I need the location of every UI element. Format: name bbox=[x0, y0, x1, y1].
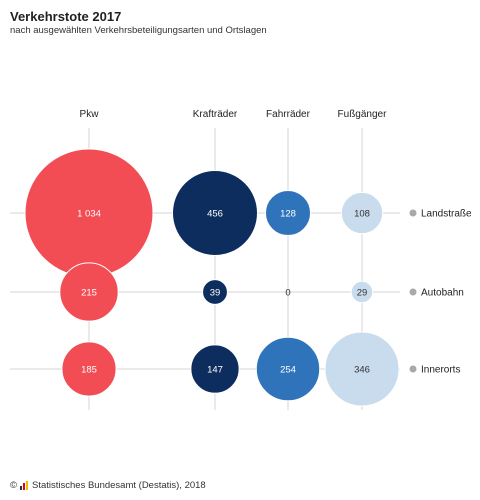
chart-title: Verkehrstote 2017 bbox=[10, 9, 122, 24]
bubble-1-3 bbox=[350, 280, 374, 304]
value-label-2-0: 185 bbox=[81, 365, 97, 376]
copyright-symbol: © bbox=[10, 480, 17, 491]
bubble-2-1 bbox=[190, 344, 240, 394]
value-label-0-3: 108 bbox=[354, 209, 370, 220]
bubble-0-1 bbox=[171, 169, 259, 257]
bubble-2-3 bbox=[324, 331, 400, 407]
column-label-2: Fahrräder bbox=[266, 109, 311, 120]
bubble-2-0 bbox=[61, 341, 117, 397]
value-label-1-3: 29 bbox=[357, 288, 368, 299]
row-label-1: Autobahn bbox=[421, 288, 464, 299]
bubble-1-1 bbox=[202, 279, 228, 305]
value-label-1-0: 215 bbox=[81, 288, 97, 299]
row-label-2: Innerorts bbox=[421, 365, 460, 376]
row-marker-2 bbox=[409, 365, 417, 373]
bubble-0-2 bbox=[264, 189, 312, 237]
value-label-2-1: 147 bbox=[207, 365, 223, 376]
column-label-3: Fußgänger bbox=[338, 109, 388, 120]
bubble-1-0 bbox=[59, 262, 119, 322]
footer: © Statistisches Bundesamt (Destatis), 20… bbox=[10, 480, 206, 491]
source-text: Statistisches Bundesamt (Destatis), 2018 bbox=[32, 480, 206, 491]
bubble-chart: Pkw Krafträder Fahrräder Fußgänger Landstraß… bbox=[10, 109, 472, 410]
column-label-1: Krafträder bbox=[193, 109, 238, 120]
row-label-0: Landstraße bbox=[421, 209, 472, 220]
row-marker-1 bbox=[409, 288, 417, 296]
value-label-2-2: 254 bbox=[280, 365, 296, 376]
chart-subtitle: nach ausgewählten Verkehrsbeteiligungsar… bbox=[10, 25, 267, 36]
column-label-0: Pkw bbox=[80, 109, 100, 120]
value-label-2-3: 346 bbox=[354, 365, 370, 376]
value-label-0-1: 456 bbox=[207, 209, 223, 220]
value-label-1-1: 39 bbox=[210, 288, 221, 299]
destatis-logo-icon bbox=[20, 481, 29, 490]
bubble-2-2 bbox=[255, 336, 321, 402]
row-marker-0 bbox=[409, 209, 417, 217]
value-label-0-0: 1 034 bbox=[77, 209, 101, 220]
value-label-1-2: 0 bbox=[285, 288, 290, 299]
bubble-0-3 bbox=[340, 191, 384, 235]
value-label-0-2: 128 bbox=[280, 209, 296, 220]
